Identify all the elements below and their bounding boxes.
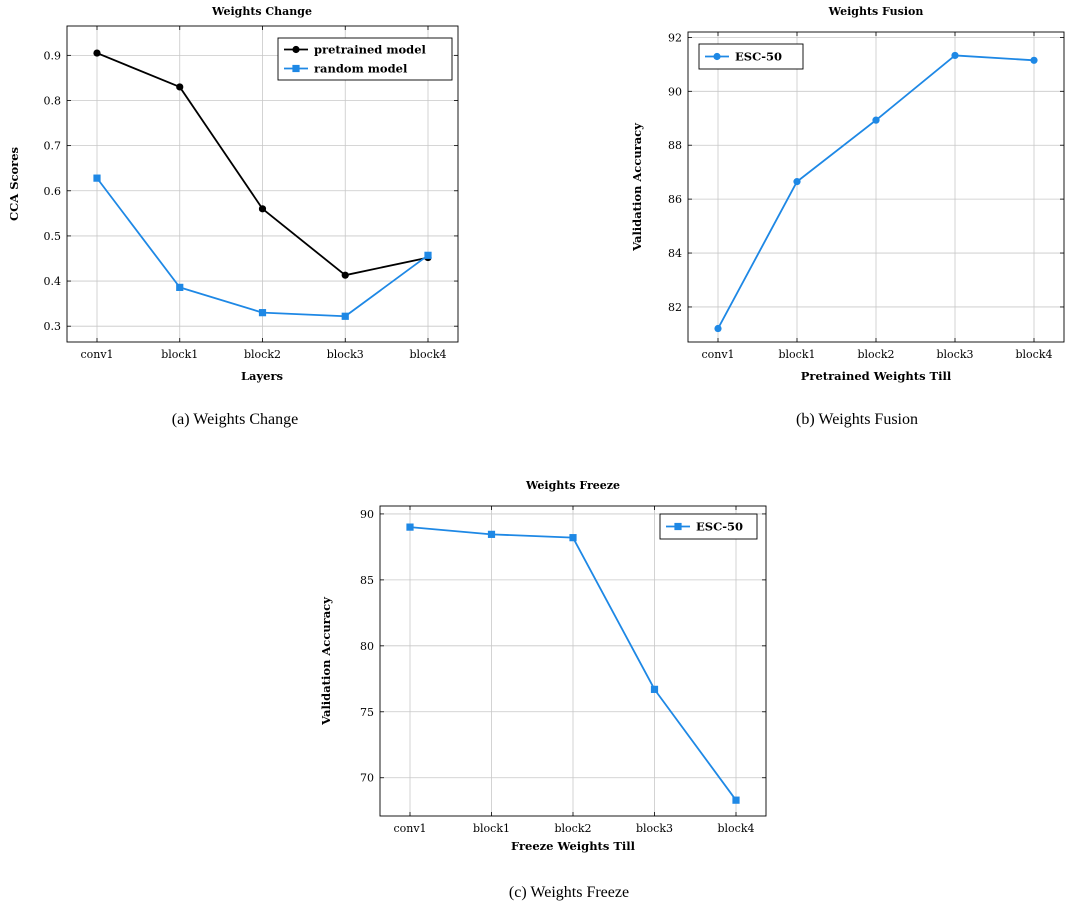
legend-marker-random-model: [292, 64, 300, 73]
y-tick-label: 85: [360, 574, 374, 587]
y-tick-label: 88: [668, 139, 682, 152]
data-point-pretrained-model: [258, 205, 267, 213]
y-tick-label: 0.4: [44, 275, 62, 288]
chart-weights-change: conv1 block1 block2 block3 block4 0.3 0.4 0.5 0.…: [7, 5, 459, 383]
caption-a: (a) Weights Change: [171, 411, 299, 428]
x-tick-label: block3: [327, 348, 364, 361]
y-tick-label: 0.3: [44, 320, 62, 333]
data-point-pretrained-model: [341, 271, 349, 279]
caption-b: (b) Weights Fusion: [796, 411, 918, 428]
x-tick-label: block1: [778, 348, 815, 361]
legend-marker-pretrained-model: [292, 45, 300, 54]
y-tick-label: 84: [668, 247, 682, 260]
y-tick-label: 80: [360, 640, 374, 653]
chart-weights-fusion: conv1 block1 block2 block3 block4 82 84 86 88 90 9…: [630, 5, 1065, 383]
chart-weights-freeze: conv1 block1 block2 block3 block4 70 75 80 85 90 W…: [319, 479, 767, 853]
x-tick-label: block4: [409, 348, 446, 361]
legend-label-pretrained-model: pretrained model: [314, 43, 427, 57]
legend-marker-esc-50: [713, 52, 721, 61]
x-axis-label: Freeze Weights Till: [511, 839, 636, 853]
y-axis-label: CCA Scores: [7, 147, 21, 221]
data-point-esc-50: [951, 51, 959, 60]
x-tick-label: block2: [857, 348, 894, 361]
legend-label-esc-50: ESC-50: [696, 520, 743, 534]
data-point-esc-50: [714, 324, 722, 333]
y-axis-label: Validation Accuracy: [319, 597, 333, 726]
data-point-random-model: [93, 174, 101, 182]
data-point-esc-50: [732, 796, 740, 804]
x-tick-label: block4: [717, 822, 754, 835]
x-tick-label: block2: [554, 822, 591, 835]
x-tick-label: block1: [161, 348, 198, 361]
chart-title: Weights Fusion: [828, 5, 924, 18]
x-tick-label: conv1: [80, 348, 113, 361]
data-point-esc-50: [650, 685, 659, 693]
y-tick-label: 90: [668, 85, 682, 98]
x-tick-label: block2: [244, 348, 281, 361]
x-tick-label: block4: [1015, 348, 1052, 361]
y-tick-label: 86: [668, 193, 682, 206]
legend-box: [277, 37, 453, 81]
y-tick-label: 0.9: [44, 49, 62, 62]
chart-title: Weights Freeze: [525, 479, 620, 492]
x-axis-label: Layers: [241, 369, 283, 383]
y-tick-label: 0.6: [44, 185, 62, 198]
data-point-random-model: [424, 251, 432, 259]
y-tick-label: 0.5: [44, 230, 62, 243]
y-tick-label: 70: [360, 772, 374, 785]
data-point-pretrained-model: [176, 83, 184, 91]
legend-marker-esc-50: [674, 522, 682, 531]
y-tick-label: 0.7: [44, 140, 62, 153]
y-tick-label: 90: [360, 508, 374, 521]
data-point-esc-50: [872, 116, 880, 124]
data-point-esc-50: [406, 523, 414, 531]
x-tick-label: block1: [473, 822, 510, 835]
x-tick-label: block3: [936, 348, 973, 361]
x-tick-label: conv1: [393, 822, 426, 835]
data-point-esc-50: [1030, 56, 1038, 64]
data-point-esc-50: [487, 530, 496, 538]
data-point-esc-50: [569, 534, 577, 542]
legend-label-random-model: random model: [314, 62, 408, 76]
data-point-random-model: [341, 312, 349, 320]
data-point-esc-50: [793, 178, 801, 186]
y-tick-label: 82: [668, 301, 682, 314]
x-tick-label: conv1: [701, 348, 734, 361]
x-tick-label: block3: [636, 822, 673, 835]
data-point-pretrained-model: [93, 49, 101, 57]
data-point-random-model: [258, 309, 267, 317]
y-tick-label: 0.8: [44, 94, 62, 107]
x-axis-label: Pretrained Weights Till: [801, 369, 952, 383]
data-point-random-model: [176, 283, 184, 291]
y-tick-label: 92: [668, 31, 682, 44]
caption-c: (c) Weights Freeze: [508, 884, 630, 901]
y-axis-label: Validation Accuracy: [630, 123, 644, 252]
chart-title: Weights Change: [211, 5, 312, 18]
y-tick-label: 75: [360, 706, 374, 719]
legend-label-esc-50: ESC-50: [735, 50, 782, 64]
